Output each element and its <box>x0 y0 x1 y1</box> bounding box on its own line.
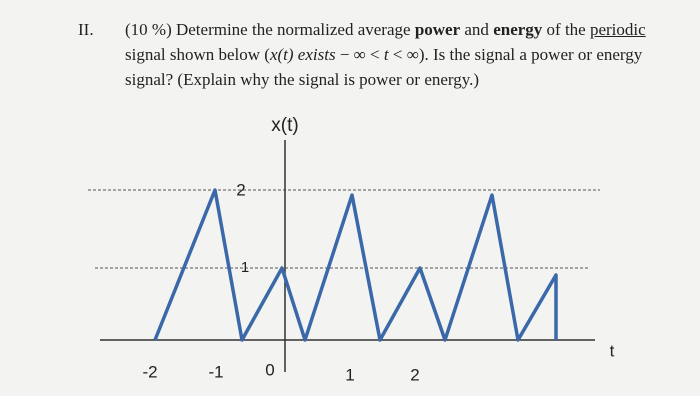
text-bold: power <box>414 20 461 39</box>
question-line: signal shown below (x(t) exists − ∞ < t … <box>125 45 642 65</box>
x-tick-label: 1 <box>345 365 354 384</box>
text-underlined: periodic <box>589 20 646 39</box>
question-line: signal? (Explain why the signal is power… <box>125 70 479 90</box>
question-number: II. <box>78 20 94 39</box>
text: < ∞). Is the signal a power or energy <box>388 45 643 64</box>
level-label: 1 <box>241 259 249 276</box>
x-tick-label: 2 <box>410 365 419 384</box>
signal-waveform <box>153 188 558 342</box>
text: − ∞ < <box>335 45 384 64</box>
text-italic: t <box>383 45 389 64</box>
x-tick-label: -2 <box>142 362 157 381</box>
y-axis-label: x(t) <box>271 115 298 136</box>
x-tick-label: -1 <box>208 362 223 381</box>
text-bold: energy <box>493 20 543 39</box>
level-label: 2 <box>236 180 245 199</box>
question-line: (10 %) Determine the normalized average … <box>125 20 646 40</box>
text-italic: x(t) exists <box>269 45 336 64</box>
x-axis-label: t <box>610 341 615 360</box>
text: (10 %) Determine the normalized average <box>125 20 415 39</box>
text: and <box>460 20 494 39</box>
text: signal? (Explain why the signal is power… <box>125 70 480 89</box>
x-tick-label: 0 <box>265 360 274 379</box>
text: of the <box>542 20 590 39</box>
text: signal shown below ( <box>125 45 270 64</box>
